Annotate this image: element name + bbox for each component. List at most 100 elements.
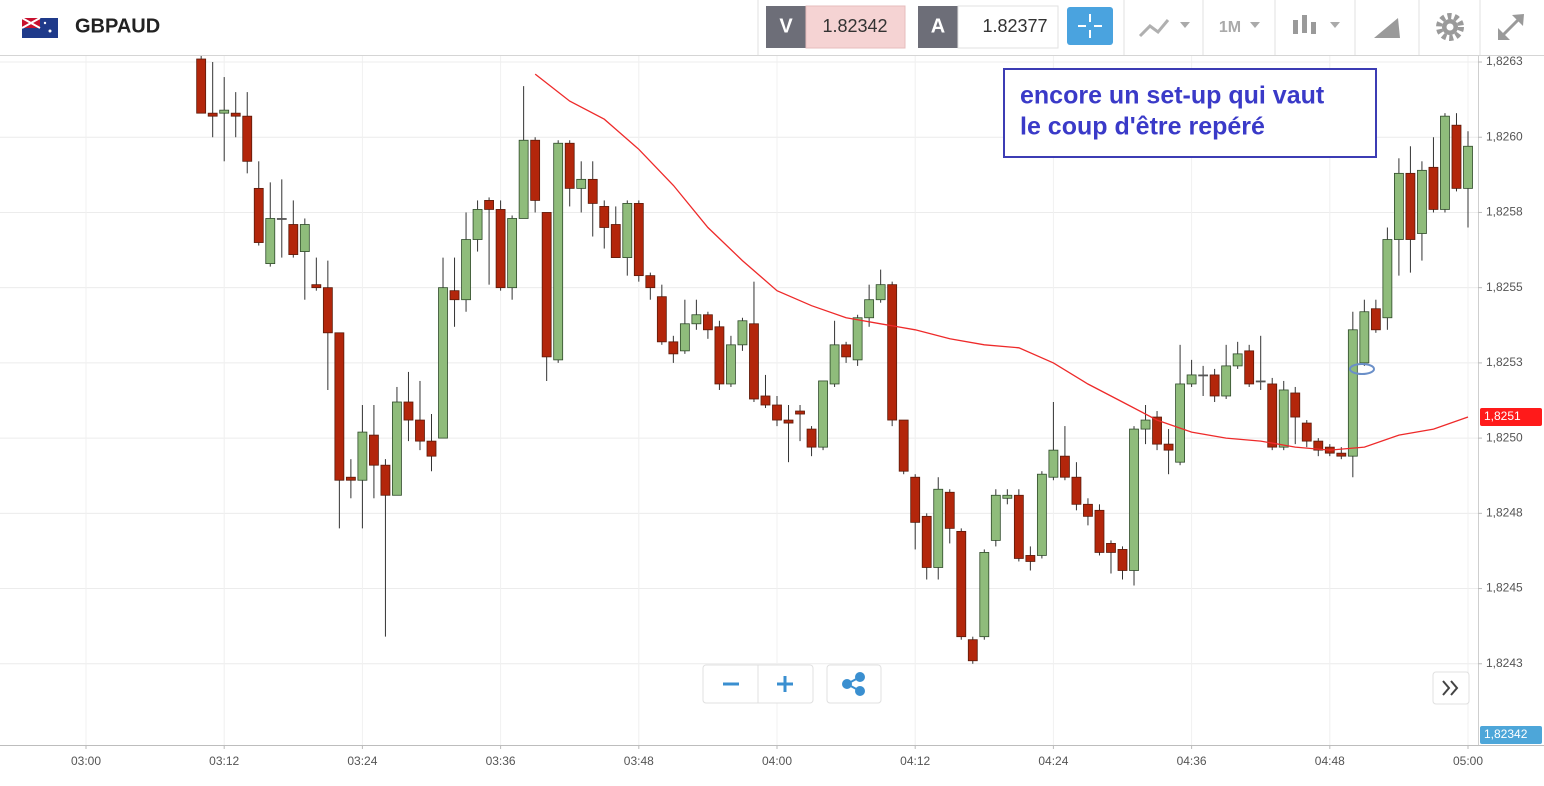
scroll-end-icon <box>1442 680 1459 696</box>
candle-body <box>818 380 828 448</box>
candle-body <box>449 290 460 301</box>
candle-body <box>1094 509 1105 553</box>
settings-button[interactable] <box>1436 13 1464 41</box>
candle-body <box>1175 383 1185 463</box>
moving-average <box>534 73 1469 451</box>
x-tick-label: 04:12 <box>900 754 930 768</box>
candle-body <box>656 296 667 343</box>
timeframe[interactable]: 1M <box>1219 19 1241 36</box>
chart-type-button[interactable] <box>1293 15 1340 34</box>
candle-body <box>1198 374 1209 377</box>
candle-body <box>438 287 448 439</box>
candle-body <box>1025 555 1036 562</box>
y-tick-label: 1,8258 <box>1486 205 1523 219</box>
candle-body <box>426 440 437 457</box>
candle-body <box>1221 365 1232 397</box>
candle-body <box>1083 503 1093 517</box>
candle-body <box>276 218 287 220</box>
candle-body <box>1140 419 1151 430</box>
scroll-end-button[interactable] <box>1432 671 1470 705</box>
candle-body <box>1278 389 1289 448</box>
candle-body <box>1163 443 1174 451</box>
price-tag-label: 1,8251 <box>1484 409 1521 423</box>
candle-body <box>1152 416 1162 445</box>
candle-body <box>1232 353 1243 367</box>
candle-body <box>910 476 921 523</box>
buy-button[interactable] <box>918 6 958 48</box>
indicator-button[interactable] <box>1138 19 1190 38</box>
y-tick-label: 1,8255 <box>1486 280 1523 294</box>
candle-body <box>726 344 736 385</box>
buy-price-box[interactable] <box>957 5 1059 49</box>
candle-body <box>380 464 391 496</box>
x-tick-label: 04:00 <box>762 754 792 768</box>
candle-body <box>829 344 840 385</box>
timeframe-arrow <box>1250 22 1260 28</box>
candle-body <box>1060 455 1070 478</box>
candle-body <box>518 139 529 219</box>
candle-body <box>887 284 898 421</box>
annotation-box <box>1003 68 1377 158</box>
candle-body <box>1463 145 1473 189</box>
candle-body <box>311 284 322 289</box>
candle-body <box>345 476 356 481</box>
candle-body <box>1036 473 1047 556</box>
candle-body <box>1129 428 1139 571</box>
candle-body <box>265 218 276 265</box>
share-button[interactable] <box>826 664 882 704</box>
candle-body <box>1244 350 1255 385</box>
candle-body <box>587 178 598 204</box>
candle-body <box>403 401 414 421</box>
candle-body <box>392 401 402 496</box>
sell-price: 1.82342 <box>822 16 887 36</box>
candle-body <box>334 332 345 481</box>
candle-body <box>645 275 656 289</box>
candle-body <box>703 314 713 331</box>
candle-body <box>1071 476 1082 505</box>
y-tick-label: 1,8263 <box>1486 54 1523 68</box>
crosshair-button[interactable] <box>1067 7 1113 45</box>
sell-button[interactable] <box>766 6 806 48</box>
candle-body <box>967 639 978 662</box>
flag <box>21 17 58 38</box>
candle-body <box>990 494 1001 541</box>
candle-body <box>737 320 748 346</box>
candle-body <box>1428 166 1439 210</box>
candle-body <box>299 224 310 252</box>
candle-body <box>610 224 621 258</box>
x-tick-label: 03:12 <box>209 754 239 768</box>
symbol: GBPAUD <box>75 15 160 37</box>
x-tick-label: 05:00 <box>1453 754 1483 768</box>
candle-body <box>864 299 875 319</box>
candle-body <box>253 187 264 243</box>
drawing-button[interactable] <box>1374 18 1400 38</box>
candle-body <box>933 488 944 568</box>
sell-price-box[interactable] <box>805 5 906 49</box>
candle-body <box>691 314 702 325</box>
buy-price: 1.82377 <box>982 16 1047 36</box>
candle-body <box>1359 311 1370 364</box>
price-tag <box>1480 408 1542 427</box>
candle-body <box>622 203 633 258</box>
candle-body <box>806 428 817 448</box>
candle-body <box>1370 308 1381 331</box>
candle-body <box>461 239 471 301</box>
candle-body <box>369 434 379 466</box>
candle-body <box>1013 494 1024 559</box>
fullscreen-button[interactable] <box>1498 14 1524 40</box>
x-tick-label: 03:36 <box>486 754 516 768</box>
x-tick-label: 03:24 <box>347 754 377 768</box>
zoom-in-button[interactable] <box>777 676 793 692</box>
candle-body <box>795 410 805 415</box>
price-tag-label: 1,82342 <box>1484 727 1528 741</box>
candle-body <box>1255 380 1266 383</box>
candle-body <box>207 112 218 117</box>
y-tick-label: 1,8260 <box>1486 129 1523 143</box>
candle-body <box>357 431 368 481</box>
candle-body <box>1106 543 1116 553</box>
sell-label: V <box>779 15 793 37</box>
y-tick-label: 1,8250 <box>1486 430 1523 444</box>
candle-body <box>1336 452 1347 457</box>
candle-body <box>1440 115 1450 210</box>
candle-body <box>1451 124 1462 189</box>
